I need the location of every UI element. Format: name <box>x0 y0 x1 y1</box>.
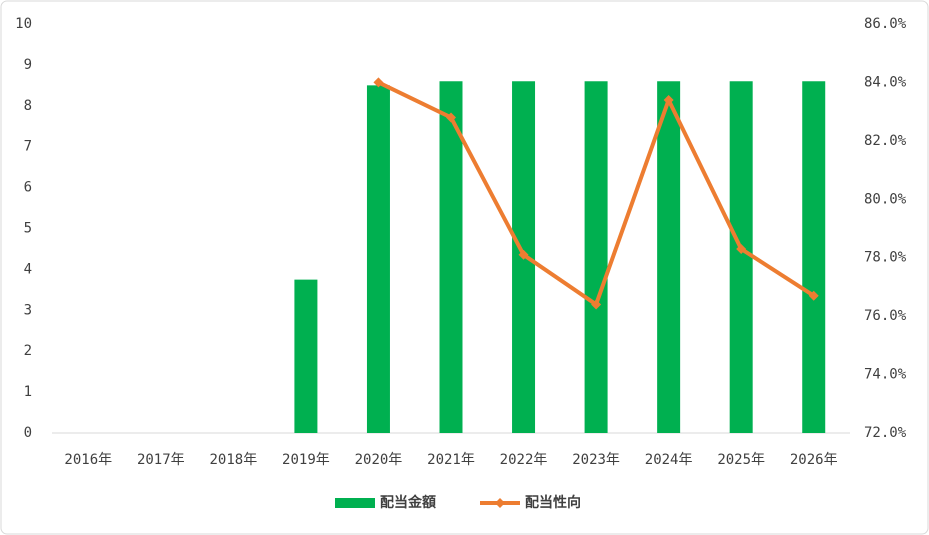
y-tick-label: 9 <box>24 57 32 73</box>
y-tick-label: 3 <box>24 302 32 318</box>
bar <box>366 85 390 433</box>
point <box>518 249 529 260</box>
y2-tick-label: 86.0% <box>864 16 907 32</box>
bar <box>657 81 681 433</box>
y-tick-label: 1 <box>24 384 32 400</box>
x-tick-label: 2025年 <box>717 452 765 468</box>
bar <box>584 81 608 433</box>
y-tick-label: 4 <box>24 261 32 277</box>
point <box>736 243 747 254</box>
x-tick-label: 2026年 <box>790 452 838 468</box>
x-tick-label: 2023年 <box>572 452 620 468</box>
y-tick-label: 8 <box>24 98 32 114</box>
y2-tick-label: 74.0% <box>864 367 907 383</box>
point <box>446 112 456 123</box>
y-tick-label: 6 <box>24 180 32 196</box>
point <box>808 290 819 301</box>
y2-tick-label: 84.0% <box>864 74 907 90</box>
bar <box>802 81 826 433</box>
legend-marker <box>495 498 505 508</box>
x-tick-label: 2019年 <box>282 452 330 468</box>
legend-label: 配当金額 <box>380 494 436 511</box>
y-tick-label: 2 <box>24 343 32 359</box>
x-tick-label: 2022年 <box>500 452 548 468</box>
legend-swatch <box>335 498 375 508</box>
x-tick-label: 2021年 <box>427 452 475 468</box>
y2-tick-label: 82.0% <box>864 133 907 149</box>
y-tick-label: 5 <box>24 221 32 237</box>
legend-label: 配当性向 <box>525 494 581 511</box>
point <box>591 299 602 310</box>
y2-tick-label: 78.0% <box>864 250 907 266</box>
x-tick-label: 2016年 <box>64 452 112 468</box>
y2-tick-label: 80.0% <box>864 191 907 207</box>
x-tick-label: 2017年 <box>137 452 185 468</box>
point <box>373 77 384 88</box>
y-tick-label: 7 <box>24 139 32 155</box>
bar <box>439 81 463 433</box>
x-tick-label: 2020年 <box>355 452 403 468</box>
bar <box>294 279 318 433</box>
x-tick-label: 2018年 <box>210 452 258 468</box>
bar <box>729 81 753 433</box>
x-tick-label: 2024年 <box>645 452 693 468</box>
y-tick-label: 0 <box>24 425 32 441</box>
y2-tick-label: 76.0% <box>864 308 907 324</box>
y-tick-label: 10 <box>15 16 32 32</box>
y2-tick-label: 72.0% <box>864 425 907 441</box>
point <box>663 94 674 105</box>
